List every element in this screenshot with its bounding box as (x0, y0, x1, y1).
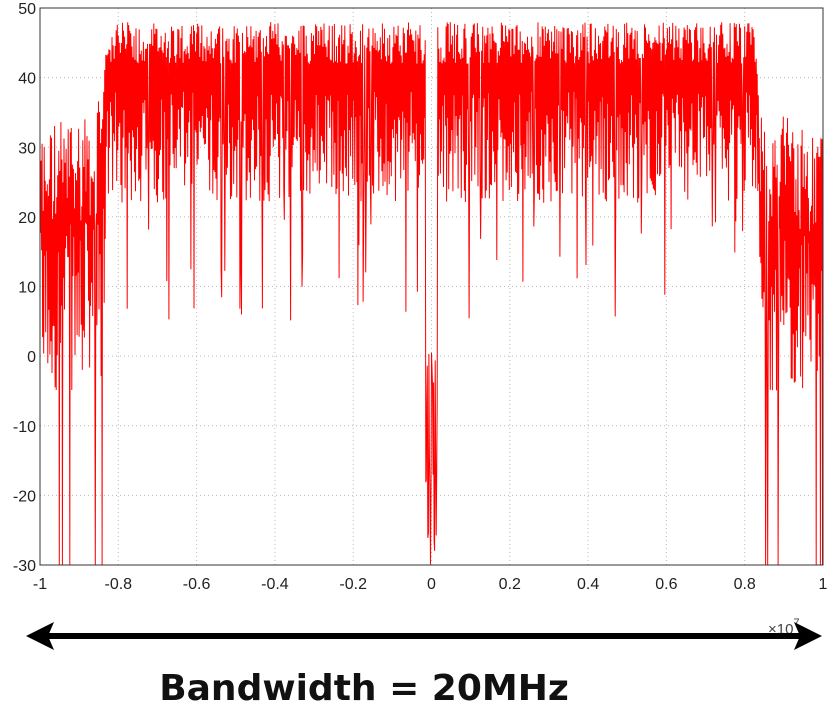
x-tick-label: -0.6 (183, 576, 211, 593)
y-tick-label: 10 (18, 280, 36, 297)
y-tick-label: 30 (18, 140, 36, 157)
x-tick-label: 1 (819, 576, 827, 593)
x-tick-label: -1 (33, 576, 47, 593)
x-tick-label: -0.4 (261, 576, 289, 593)
bandwidth-arrow (26, 622, 822, 650)
axes-box (39, 7, 824, 566)
x-tick-label: 0.6 (655, 576, 677, 593)
x-tick-label: 0 (427, 576, 436, 593)
x-tick-label: 0.2 (499, 576, 521, 593)
spectrum-line (39, 22, 823, 566)
y-tick-label: 20 (18, 210, 36, 227)
x-axis-ticks: -1 -0.8 -0.6 -0.4 -0.2 0 0.2 0.4 0.6 0.8 1 (33, 576, 827, 593)
arrow-right-head (794, 622, 822, 650)
x-tick-label: 0.8 (734, 576, 756, 593)
bandwidth-caption: Bandwidth = 20MHz (159, 668, 569, 709)
y-tick-label: -30 (13, 558, 36, 575)
arrow-left-head (26, 622, 54, 650)
y-tick-label: 50 (18, 1, 36, 18)
x-tick-label: 0.4 (577, 576, 599, 593)
y-tick-label: 40 (18, 71, 36, 88)
x-tick-label: -0.2 (339, 576, 367, 593)
y-tick-label: 0 (27, 349, 36, 366)
y-tick-label: -10 (13, 419, 36, 436)
y-axis-ticks: 50 40 30 20 10 0 -10 -20 -30 (13, 1, 36, 575)
x-tick-label: -0.8 (105, 576, 133, 593)
y-tick-label: -20 (13, 488, 36, 505)
spectrum-series (39, 22, 823, 566)
